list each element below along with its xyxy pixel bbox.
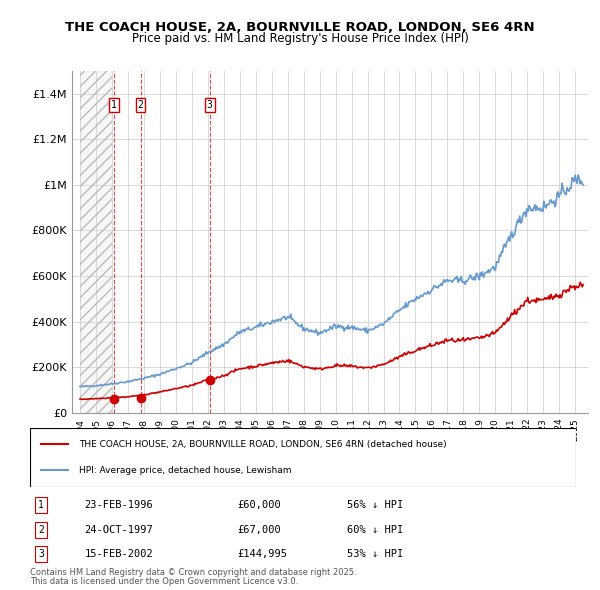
Text: THE COACH HOUSE, 2A, BOURNVILLE ROAD, LONDON, SE6 4RN: THE COACH HOUSE, 2A, BOURNVILLE ROAD, LO…	[65, 21, 535, 34]
Text: £144,995: £144,995	[238, 549, 287, 559]
Text: Contains HM Land Registry data © Crown copyright and database right 2025.: Contains HM Land Registry data © Crown c…	[30, 568, 356, 577]
Text: This data is licensed under the Open Government Licence v3.0.: This data is licensed under the Open Gov…	[30, 577, 298, 586]
Text: 23-FEB-1996: 23-FEB-1996	[85, 500, 154, 510]
Text: 60% ↓ HPI: 60% ↓ HPI	[347, 525, 403, 535]
Text: 2: 2	[38, 525, 44, 535]
Text: THE COACH HOUSE, 2A, BOURNVILLE ROAD, LONDON, SE6 4RN (detached house): THE COACH HOUSE, 2A, BOURNVILLE ROAD, LO…	[79, 440, 447, 449]
Text: 3: 3	[207, 100, 213, 110]
Text: £67,000: £67,000	[238, 525, 281, 535]
Text: 1: 1	[111, 100, 117, 110]
Text: 56% ↓ HPI: 56% ↓ HPI	[347, 500, 403, 510]
Bar	[80, 71, 112, 413]
Text: £60,000: £60,000	[238, 500, 281, 510]
Text: Price paid vs. HM Land Registry's House Price Index (HPI): Price paid vs. HM Land Registry's House …	[131, 32, 469, 45]
Text: 3: 3	[38, 549, 44, 559]
Text: 1: 1	[38, 500, 44, 510]
Bar	[80, 71, 112, 413]
Text: 53% ↓ HPI: 53% ↓ HPI	[347, 549, 403, 559]
Text: 24-OCT-1997: 24-OCT-1997	[85, 525, 154, 535]
Text: HPI: Average price, detached house, Lewisham: HPI: Average price, detached house, Lewi…	[79, 466, 292, 475]
Text: 2: 2	[137, 100, 143, 110]
Text: 15-FEB-2002: 15-FEB-2002	[85, 549, 154, 559]
